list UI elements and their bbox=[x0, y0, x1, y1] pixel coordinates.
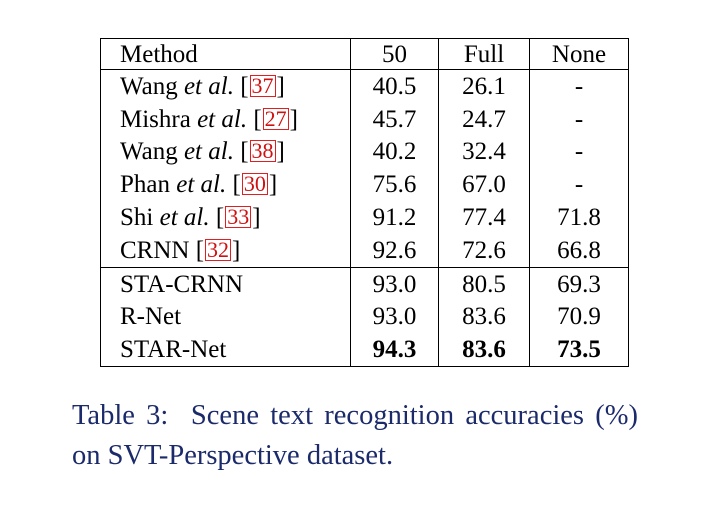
table-header-row: Method 50 Full None bbox=[100, 38, 629, 70]
method-cell: STA-CRNN bbox=[100, 266, 351, 301]
proposed-methods-group: STA-CRNN 93.0 80.5 69.3 R-Net 93.0 83.6 70.9 STA… bbox=[100, 266, 629, 368]
et-al-text: et al. bbox=[176, 171, 227, 199]
header-50: 50 bbox=[350, 38, 439, 70]
value-50-cell: 75.6 bbox=[350, 168, 439, 202]
citation-link[interactable]: 38 bbox=[249, 138, 276, 164]
method-cell: R-Net bbox=[100, 300, 351, 334]
value-full-cell: 80.5 bbox=[438, 266, 530, 301]
citation-link[interactable]: 33 bbox=[225, 204, 252, 230]
caption-label: Table 3: bbox=[72, 400, 169, 431]
value-50-cell: 93.0 bbox=[350, 266, 439, 301]
value-none-cell: - bbox=[529, 102, 629, 136]
value-full-cell: 32.4 bbox=[438, 135, 530, 169]
method-name: Mishra bbox=[120, 105, 191, 133]
citation-link[interactable]: 37 bbox=[249, 72, 276, 98]
value-none-cell: - bbox=[529, 168, 629, 202]
method-cell: Wang et al. [37] bbox=[100, 69, 351, 103]
method-cell: STAR-Net bbox=[100, 333, 351, 368]
method-name: R-Net bbox=[120, 303, 182, 331]
value-full-cell: 77.4 bbox=[438, 201, 530, 234]
method-cell: Phan et al. [30] bbox=[100, 168, 351, 202]
citation-link[interactable]: 27 bbox=[262, 105, 289, 131]
value-50-cell: 40.2 bbox=[350, 135, 439, 169]
et-al-text: et al. bbox=[183, 138, 234, 166]
table-row: STA-CRNN 93.0 80.5 69.3 bbox=[100, 266, 629, 301]
method-name: STA-CRNN bbox=[120, 270, 244, 298]
method-name: Wang bbox=[120, 138, 178, 166]
value-50-cell: 91.2 bbox=[350, 201, 439, 234]
et-al-text: et al. bbox=[183, 72, 234, 100]
value-none-cell: - bbox=[529, 69, 629, 103]
method-name: Shi bbox=[120, 204, 154, 232]
value-full-cell: 24.7 bbox=[438, 102, 530, 136]
table-row: CRNN [32] 92.6 72.6 66.8 bbox=[100, 233, 629, 268]
value-full-cell: 26.1 bbox=[438, 69, 530, 103]
header-none: None bbox=[529, 38, 629, 70]
table-row: STAR-Net 94.3 83.6 73.5 bbox=[100, 333, 629, 368]
table-row: Wang et al. [37] 40.5 26.1- bbox=[100, 69, 629, 103]
value-none-cell: 71.8 bbox=[529, 201, 629, 234]
header-method: Method bbox=[100, 38, 351, 70]
value-none-cell: 70.9 bbox=[529, 300, 629, 334]
caption-text: Scene text recognition accuracies (%) on… bbox=[72, 400, 639, 471]
citation-link[interactable]: 30 bbox=[241, 171, 268, 197]
results-table-container: Method 50 Full None Wang et al. [37] 40.5… bbox=[100, 38, 629, 368]
method-name: Wang bbox=[120, 72, 178, 100]
value-full-cell: 83.6 bbox=[438, 333, 530, 368]
table-row: Mishra et al. [27] 45.7 24.7- bbox=[100, 102, 629, 136]
method-cell: Wang et al. [38] bbox=[100, 135, 351, 169]
method-cell: Mishra et al. [27] bbox=[100, 102, 351, 136]
method-cell: Shi et al. [33] bbox=[100, 201, 351, 234]
method-cell: CRNN [32] bbox=[100, 233, 351, 268]
method-name: CRNN bbox=[120, 236, 190, 264]
value-50-cell: 93.0 bbox=[350, 300, 439, 334]
method-name: Phan bbox=[120, 171, 170, 199]
table-row: Phan et al. [30] 75.6 67.0- bbox=[100, 168, 629, 202]
value-full-cell: 67.0 bbox=[438, 168, 530, 202]
baseline-methods-group: Wang et al. [37] 40.5 26.1- Mishra et al. [… bbox=[100, 69, 629, 268]
value-50-cell: 45.7 bbox=[350, 102, 439, 136]
table-row: R-Net 93.0 83.6 70.9 bbox=[100, 300, 629, 334]
table-caption: Table 3: Scene text recognition accuraci… bbox=[72, 396, 638, 476]
value-none-cell: 69.3 bbox=[529, 266, 629, 301]
value-none-cell: 66.8 bbox=[529, 233, 629, 268]
et-al-text: et al. bbox=[159, 204, 210, 232]
value-50-cell: 92.6 bbox=[350, 233, 439, 268]
value-50-cell: 40.5 bbox=[350, 69, 439, 103]
value-full-cell: 83.6 bbox=[438, 300, 530, 334]
table-row: Shi et al. [33] 91.2 77.4 71.8 bbox=[100, 201, 629, 234]
value-50-cell: 94.3 bbox=[350, 333, 439, 368]
value-full-cell: 72.6 bbox=[438, 233, 530, 268]
header-full: Full bbox=[438, 38, 530, 70]
value-none-cell: - bbox=[529, 135, 629, 169]
value-none-cell: 73.5 bbox=[529, 333, 629, 368]
results-table: Method 50 Full None Wang et al. [37] 40.5… bbox=[100, 38, 629, 368]
table-row: Wang et al. [38] 40.2 32.4- bbox=[100, 135, 629, 169]
et-al-text: et al. bbox=[197, 105, 248, 133]
method-name: STAR-Net bbox=[120, 336, 227, 364]
citation-link[interactable]: 32 bbox=[205, 236, 232, 262]
